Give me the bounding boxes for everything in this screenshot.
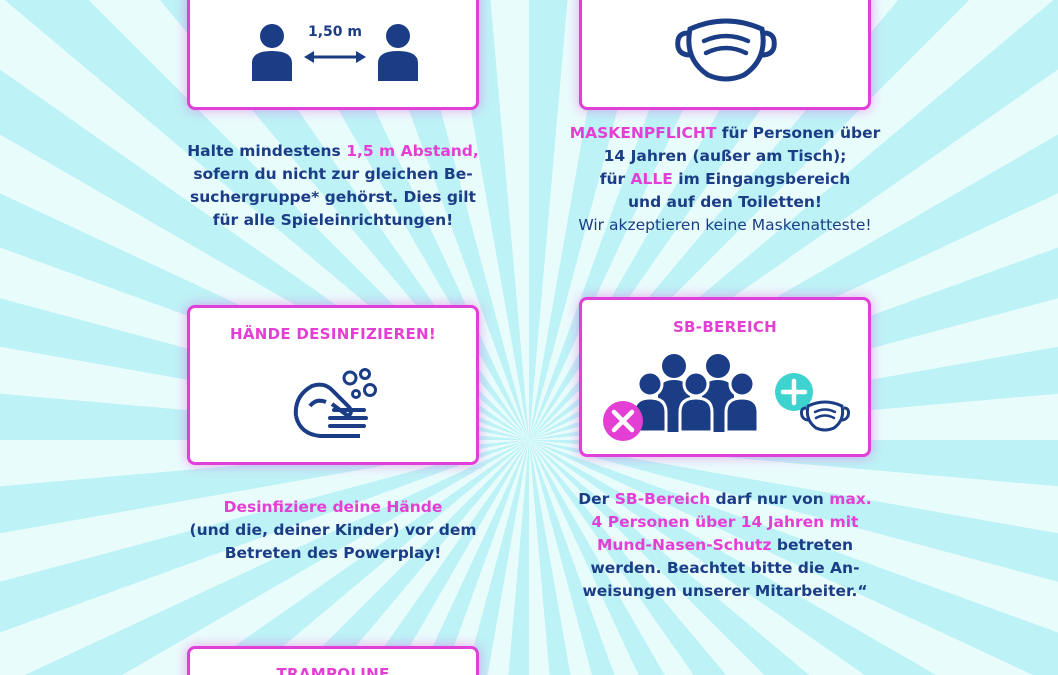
face-mask-icon <box>674 11 778 83</box>
trampoline-card-title: TRAMPOLINE <box>276 665 390 675</box>
mask-card <box>579 0 871 110</box>
hand-wash-icon <box>290 366 382 442</box>
mask-text: MASKENPFLICHT für Personen über 14 Jahre… <box>569 124 881 234</box>
crowd-icon <box>632 352 762 432</box>
trampoline-card: TRAMPOLINE <box>187 646 479 675</box>
plus-circle-icon <box>774 372 814 412</box>
distance-card: 1,50 m <box>187 0 479 110</box>
small-mask-icon <box>800 396 850 432</box>
double-arrow-icon <box>302 49 368 65</box>
sb-card-title: SB-BEREICH <box>672 318 778 336</box>
distance-label: 1,50 m <box>308 24 363 40</box>
person-left-icon <box>250 21 294 81</box>
hands-text: Desinfiziere deine Hände (und die, deine… <box>189 498 477 562</box>
hands-card: HÄNDE DESINFIZIEREN! <box>187 305 479 465</box>
person-right-icon <box>376 21 420 81</box>
sb-card: SB-BEREICH <box>579 297 871 457</box>
cross-circle-icon <box>602 400 644 442</box>
hands-card-title: HÄNDE DESINFIZIEREN! <box>230 325 436 343</box>
distance-text: Halte mindestens 1,5 m Abstand, sofern d… <box>187 142 479 229</box>
sb-text: Der SB-Bereich darf nur von max. 4 Perso… <box>578 490 872 600</box>
